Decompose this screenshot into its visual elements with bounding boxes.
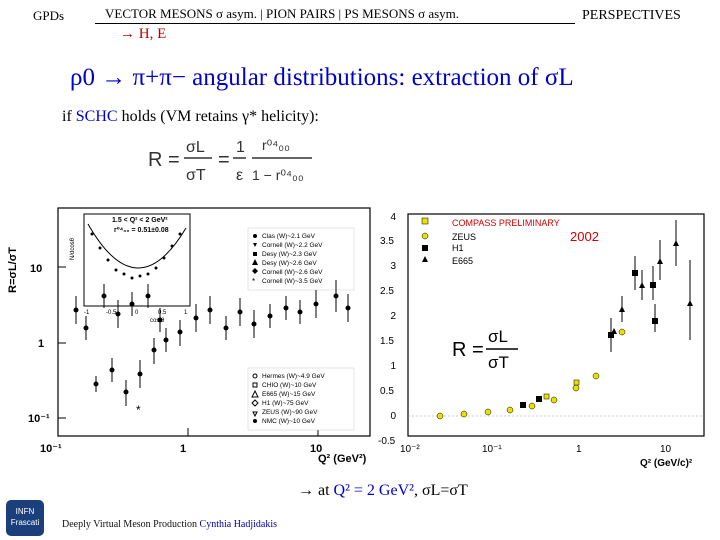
right-xtick-0.01: 10⁻² xyxy=(400,444,420,455)
right-plot-points xyxy=(436,220,693,420)
inset-xtick-m05: -0.5 xyxy=(106,310,117,316)
legend-top-5: Cornell (W)~3.5 GeV xyxy=(262,278,323,285)
legend-zeus: ZEUS xyxy=(452,232,476,242)
footer: Deeply Virtual Meson Production Cynthia … xyxy=(62,519,277,530)
bottom-note: → at Q² = 2 GeV², σL=σT xyxy=(298,482,468,500)
right-ytick-1: 1 xyxy=(390,361,396,372)
inset-xtick-05: 0.5 xyxy=(158,310,167,316)
formula-lhs: R = xyxy=(148,149,180,171)
arrow-icon: → xyxy=(298,482,314,499)
footer-author: Cynthia Hadjidakis xyxy=(199,519,278,530)
left-plot: R=σL/σT 10 1 10⁻¹ 10⁻¹ 1 10 Q² (GeV²) N/… xyxy=(7,207,371,465)
legend-bottom-3: H1 (W)~75 GeV xyxy=(262,400,309,407)
right-ytick-m0.5: -0.5 xyxy=(378,436,396,447)
right-ytick-0: 0 xyxy=(390,411,396,422)
left-ytick-1: 1 xyxy=(38,338,44,350)
legend-h1: H1 xyxy=(452,243,464,253)
right-formula-lhs: R = xyxy=(452,339,484,361)
nav-sections[interactable]: VECTOR MESONS σ asym. | PION PAIRS | PS … xyxy=(105,6,460,21)
formula-frac2-num: 1 xyxy=(236,139,245,156)
inset-xlabel: cos θ xyxy=(150,318,165,324)
left-xtick-10: 10 xyxy=(310,443,322,455)
right-xtick-10: 10 xyxy=(660,444,672,455)
footer-text: Deeply Virtual Meson Production xyxy=(62,519,200,530)
note-pre: at xyxy=(314,482,334,499)
legend-top-0: Clas (W)~2.1 GeV xyxy=(262,233,316,240)
right-formula-den: σT xyxy=(488,353,509,372)
legend-e665: E665 xyxy=(452,256,473,266)
legend-top-1: Cornell (W)~2.2 GeV xyxy=(262,242,323,249)
nav-perspectives[interactable]: PERSPECTIVES xyxy=(582,8,681,23)
inset-ylabel: N/dcosθ xyxy=(70,237,76,260)
right-ytick-0.5: 0.5 xyxy=(380,386,394,397)
left-xtick-1: 1 xyxy=(180,443,186,455)
nav-gpds[interactable]: GPDs xyxy=(33,8,65,23)
nav-subsection[interactable]: → H, E xyxy=(120,26,167,42)
right-plot: 4 3.5 3 2.5 2 1.5 1 0.5 0 -0.5 10⁻² 10⁻¹… xyxy=(378,212,705,469)
right-ytick-1.5: 1.5 xyxy=(380,336,394,347)
slide-title: ρ0 → π+π− angular distributions: extract… xyxy=(70,64,574,91)
inset-xtick-0: 0 xyxy=(135,310,139,316)
logo-line1: INFN xyxy=(15,507,35,516)
right-plot-xlabel: Q² (GeV/c)² xyxy=(640,458,693,469)
svg-text:*: * xyxy=(252,277,255,286)
formula-frac3-den: 1 − r⁰⁴₀₀ xyxy=(252,167,304,183)
right-plot-formula: R = σL σT xyxy=(452,327,518,372)
schc-condition: if SCHC holds (VM retains γ* helicity): xyxy=(62,108,319,126)
nav-divider xyxy=(95,23,575,24)
inset-label: 1.5 < Q² < 2 GeV² xyxy=(112,217,168,224)
left-legend-bottom: Hermes (W)~4.9 GeV CHIO (W)~10 GeV E665 … xyxy=(247,367,355,431)
legend-bottom-1: CHIO (W)~10 GeV xyxy=(262,382,317,389)
note-highlight: Q² = 2 GeV² xyxy=(333,482,414,499)
svg-text:*: * xyxy=(136,403,141,417)
right-ytick-4: 4 xyxy=(390,212,396,223)
logo-line2: Frascati xyxy=(10,518,40,527)
right-formula-num: σL xyxy=(488,327,508,346)
right-xtick-1: 1 xyxy=(576,444,582,455)
note-post: , σL=σT xyxy=(413,482,468,499)
inset-xtick-m1: -1 xyxy=(84,310,90,316)
formula-eq: = xyxy=(218,149,230,171)
inset-plot: N/dcosθ 1.5 < Q² < 2 GeV² r⁰⁴₀₀ = 0.51±0… xyxy=(70,213,191,324)
left-legend-top: Clas (W)~2.1 GeV Cornell (W)~2.2 GeV Des… xyxy=(247,227,355,291)
legend-compass: COMPASS PRELIMINARY xyxy=(452,218,560,228)
condition-highlight: SCHC xyxy=(75,108,118,125)
left-plot-xlabel: Q² (GeV²) xyxy=(318,453,367,465)
right-ytick-2: 2 xyxy=(390,311,396,322)
legend-bottom-2: E665 (W)~15 GeV xyxy=(262,391,316,398)
left-xtick-0.1: 10⁻¹ xyxy=(40,443,62,455)
right-ytick-3: 3 xyxy=(390,261,396,272)
year-label: 2002 xyxy=(570,229,599,244)
legend-bottom-5: NMC (W)~10 GeV xyxy=(262,418,316,425)
inset-xtick-1: 1 xyxy=(184,310,188,316)
left-plot-points xyxy=(73,280,351,406)
left-plot-ylabel: R=σL/σT xyxy=(7,247,19,293)
left-ytick-10: 10 xyxy=(30,263,42,275)
condition-post: holds (VM retains γ* helicity): xyxy=(117,108,319,125)
formula-frac1-num: σL xyxy=(186,139,205,156)
inset-value: r⁰⁴₀₀ = 0.51±0.08 xyxy=(114,226,169,234)
legend-top-4: Cornell (W)~2.6 GeV xyxy=(262,269,323,276)
legend-bottom-0: Hermes (W)~4.9 GeV xyxy=(262,373,325,380)
formula-frac1-den: σT xyxy=(186,167,206,184)
right-ytick-2.5: 2.5 xyxy=(380,286,394,297)
infn-logo: INFN Frascati xyxy=(6,500,44,536)
r-formula: R = σL σT = 1 ε r⁰⁴₀₀ 1 − r⁰⁴₀₀ xyxy=(148,137,312,184)
condition-pre: if xyxy=(62,108,76,125)
left-ytick-0.1: 10⁻¹ xyxy=(28,413,50,425)
legend-bottom-4: ZEUS (W)~90 GeV xyxy=(262,409,318,416)
formula-frac3-num: r⁰⁴₀₀ xyxy=(262,137,290,153)
right-xtick-0.1: 10⁻¹ xyxy=(482,444,502,455)
legend-top-3: Desy (W)~2.6 GeV xyxy=(262,260,317,267)
legend-top-2: Desy (W)~2.3 GeV xyxy=(262,251,317,258)
formula-frac2-den: ε xyxy=(236,167,243,184)
right-ytick-3.5: 3.5 xyxy=(380,236,394,247)
right-legend: COMPASS PRELIMINARY ZEUS H1 E665 xyxy=(421,217,560,266)
